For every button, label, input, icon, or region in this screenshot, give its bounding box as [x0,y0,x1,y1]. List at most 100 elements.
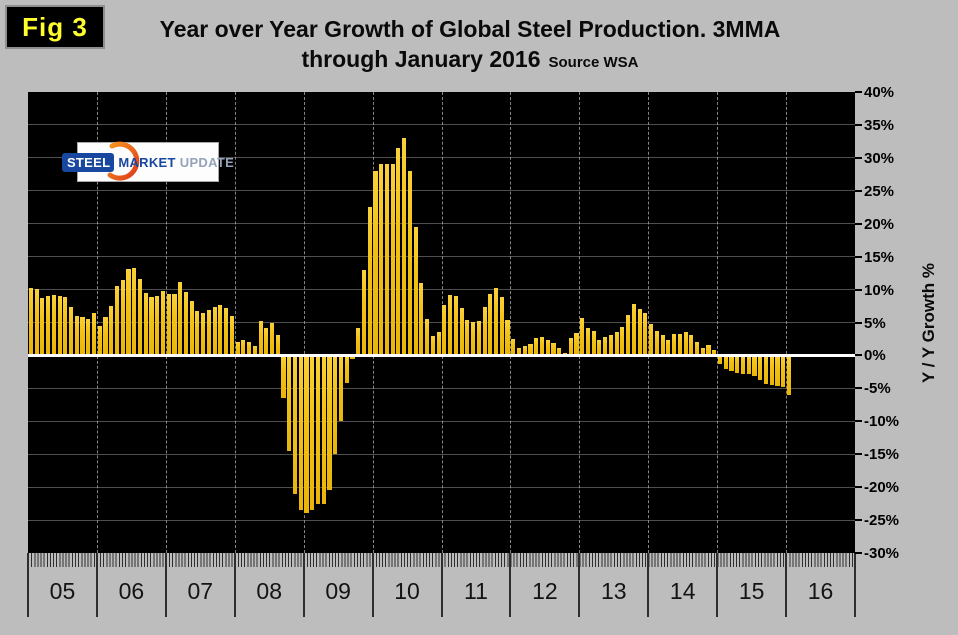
year-boundary-line [441,92,443,553]
bar [155,296,160,356]
y-tick-label: -5% [864,380,891,398]
y-tick [855,156,862,159]
year-boundary-line [786,92,788,553]
source-note: Source WSA [548,54,639,71]
bar [57,296,62,356]
y-tick [855,387,862,390]
bar [103,316,108,356]
year-label: 11 [464,577,488,604]
bar [775,355,780,387]
bar [413,227,418,356]
bar [620,327,625,356]
bar [459,308,464,356]
bar [270,323,275,356]
chart-subtitle-line: through January 2016 Source WSA [0,44,940,78]
year-boundary-line [372,92,374,553]
logo-steel: STEEL [61,152,115,172]
bar [63,297,68,356]
bar [476,321,481,356]
year-divider [27,553,29,617]
y-tick [855,420,862,423]
y-tick [855,453,862,456]
bar [436,332,441,356]
bar [746,355,751,374]
y-tick-label: 35% [864,116,895,134]
bar [603,336,608,356]
chart-subtitle: through January 2016 [301,46,541,72]
bar [626,315,631,356]
bar [758,355,763,381]
bar [126,269,131,356]
y-tick-label: 30% [864,149,895,167]
bar [241,339,246,356]
zero-line [28,353,855,357]
bar [781,355,786,388]
bar [631,304,636,356]
year-divider [785,553,788,617]
y-tick-label: 0% [864,347,886,365]
bar [298,355,303,511]
bar [356,327,361,356]
bar [407,171,412,356]
bar [235,341,240,356]
bar [425,319,430,356]
logo-update: UPDATE [179,154,235,170]
bar [534,338,539,356]
bar [264,327,269,356]
bar [201,312,206,356]
year-divider [509,553,512,617]
bar [694,342,700,356]
bar [430,335,435,356]
bar [91,313,97,356]
bar [34,288,39,356]
bar [218,304,223,356]
year-divider [371,553,374,617]
y-tick-label: 10% [864,281,895,299]
bar [189,300,194,356]
y-tick-label: -15% [864,446,900,464]
y-tick [855,189,862,192]
year-divider [95,553,98,617]
year-boundary-line [303,92,305,553]
y-tick-label: 15% [864,248,895,266]
bar [212,307,217,356]
year-label: 09 [325,577,351,604]
bar [149,297,154,356]
bar [310,355,315,511]
bar [585,328,590,356]
y-tick-label: 25% [864,182,895,200]
bar [160,290,166,356]
bar [499,297,504,356]
bar [643,312,648,356]
y-tick-label: 5% [864,314,886,332]
bar [465,319,470,356]
bar [471,321,476,356]
bar [752,355,757,377]
year-boundary-line [96,92,98,553]
bar [557,348,562,356]
year-divider [164,553,167,617]
bar [574,333,579,356]
bar [252,346,257,356]
year-label: 05 [49,577,76,604]
bar [723,355,728,369]
bar [373,171,378,356]
bar [40,298,45,356]
y-tick [855,519,862,522]
y-tick [855,123,862,126]
bar [315,355,321,504]
chart-title: Year over Year Growth of Global Steel Pr… [159,16,781,42]
bar [120,280,125,356]
bar [706,344,711,356]
bar [390,164,395,356]
bar [545,340,550,356]
y-tick [855,354,862,357]
year-divider [233,553,236,617]
year-label: 08 [256,577,282,604]
bar [74,315,79,356]
bar [229,315,234,356]
bar [786,355,791,395]
bar [649,323,654,356]
bar [224,308,229,356]
